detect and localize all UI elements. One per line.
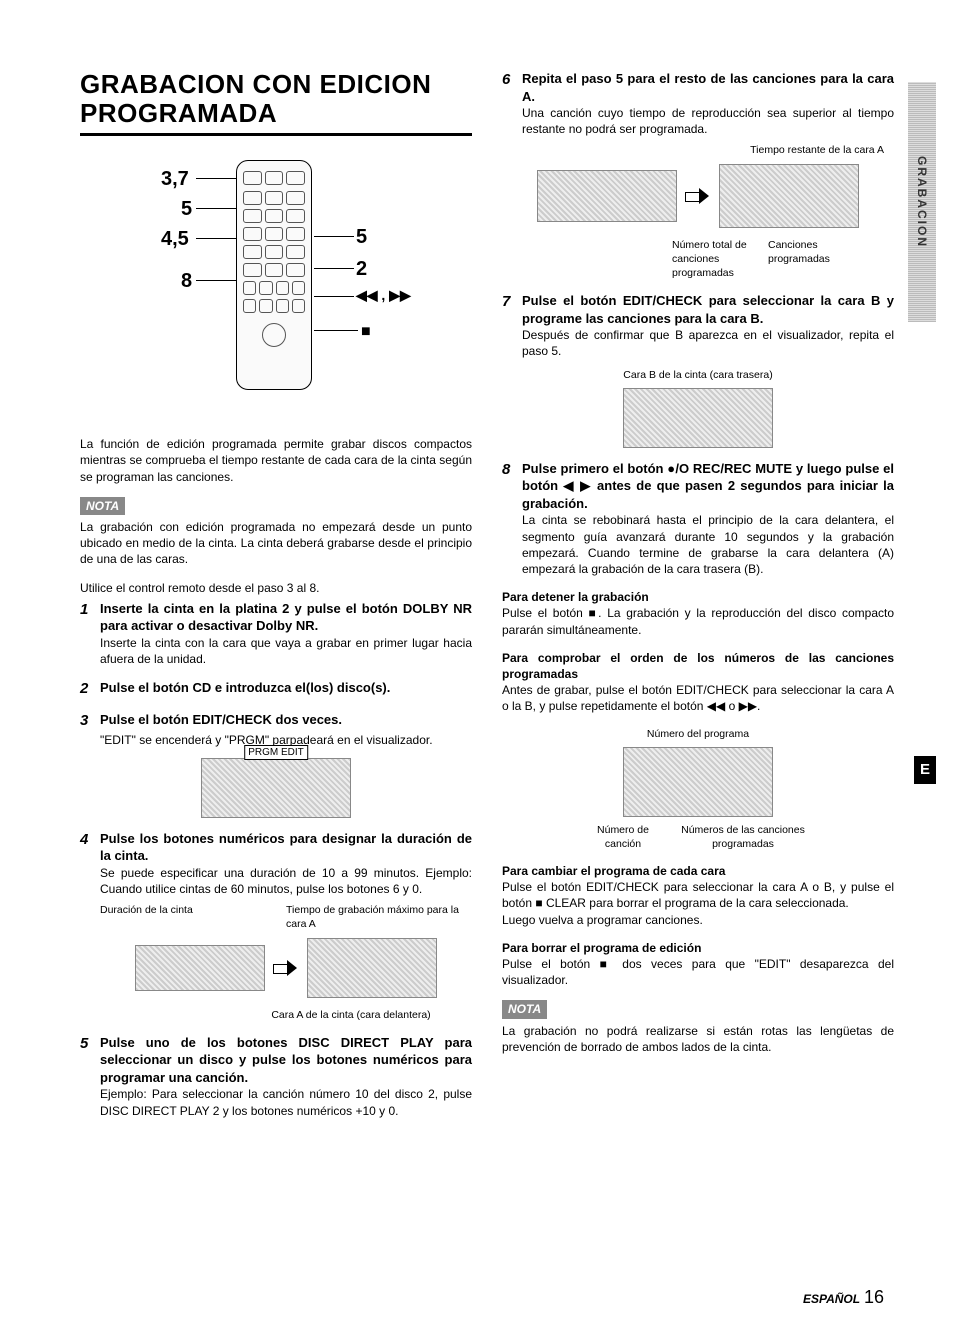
right-column: 6Repita el paso 5 para el resto de las c… (502, 70, 894, 1131)
display-step7 (623, 388, 773, 448)
footer-page-number: 16 (864, 1287, 884, 1307)
check-caption-left: Número de canción (588, 823, 658, 851)
step6-caption-right: Canciones programadas (768, 238, 858, 281)
step7-body: Después de confirmar que B aparezca en e… (522, 327, 894, 359)
step2-title: Pulse el botón CD e introduzca el(los) d… (100, 679, 390, 697)
step-4: 4Pulse los botones numéricos para design… (80, 830, 472, 1022)
step4-caption-bottom: Cara A de la cinta (cara delantera) (230, 1008, 472, 1022)
change-body-1: Pulse el botón EDIT/CHECK para seleccion… (502, 879, 894, 911)
side-tab-grabacion: GRABACION (908, 82, 936, 322)
display-step6-left (537, 170, 677, 222)
callout-8: 8 (181, 268, 192, 295)
arrow-icon (273, 958, 299, 978)
step5-title: Pulse uno de los botones DISC DIRECT PLA… (100, 1034, 472, 1087)
step-1: 1Inserte la cinta en la platina 2 y puls… (80, 600, 472, 667)
step1-title: Inserte la cinta en la platina 2 y pulse… (100, 600, 472, 635)
step8-body: La cinta se rebobinará hasta el principi… (522, 512, 894, 577)
step4-title: Pulse los botones numéricos para designa… (100, 830, 472, 865)
check-body: Antes de grabar, pulse el botón EDIT/CHE… (502, 682, 894, 714)
note2-text: La grabación no podrá realizarse si está… (502, 1023, 894, 1055)
callout-3-7: 3,7 (161, 166, 189, 193)
check-caption-right: Números de las canciones programadas (678, 823, 808, 851)
callout-5a: 5 (181, 196, 192, 223)
left-column: GRABACION CON EDICION PROGRAMADA 3,7 5 4… (80, 70, 472, 1131)
step7-title: Pulse el botón EDIT/CHECK para seleccion… (522, 292, 894, 327)
step4-body: Se puede especificar una duración de 10 … (100, 865, 472, 897)
step6-caption-top: Tiempo restante de la cara A (502, 143, 884, 157)
intro-text: La función de edición programada permite… (80, 436, 472, 485)
step-5: 5Pulse uno de los botones DISC DIRECT PL… (80, 1034, 472, 1119)
step6-caption-left: Número total de canciones programadas (672, 238, 762, 281)
callout-2: 2 (356, 256, 367, 283)
display-step3-label: PRGM EDIT (244, 745, 308, 761)
page-footer: ESPAÑOL 16 (803, 1285, 884, 1309)
step5-body: Ejemplo: Para seleccionar la canción núm… (100, 1086, 472, 1118)
display-step4-left (135, 945, 265, 991)
remote-diagram: 3,7 5 4,5 8 5 2 ◀◀ , ▶▶ ■ (126, 156, 426, 416)
nota-badge-1: NOTA (80, 497, 125, 515)
note1-text: La grabación con edición programada no e… (80, 519, 472, 568)
step1-body: Inserte la cinta con la cara que vaya a … (100, 635, 472, 667)
pre-steps: Utilice el control remoto desde el paso … (80, 580, 472, 596)
stop-body: Pulse el botón ■. La grabación y la repr… (502, 605, 894, 637)
step3-title: Pulse el botón EDIT/CHECK dos veces. (100, 711, 342, 729)
step-2: 2Pulse el botón CD e introduzca el(los) … (80, 679, 472, 699)
display-step4-right (307, 938, 437, 998)
check-caption-top: Número del programa (502, 727, 894, 741)
stop-heading: Para detener la grabación (502, 589, 894, 605)
callout-stop: ■ (361, 321, 371, 343)
step7-caption: Cara B de la cinta (cara trasera) (502, 368, 894, 382)
arrow-icon (685, 186, 711, 206)
display-step3: PRGM EDIT (201, 758, 351, 818)
display-step6-right (719, 164, 859, 228)
callout-4-5: 4,5 (161, 226, 189, 253)
change-body-2: Luego vuelva a programar canciones. (502, 912, 894, 928)
change-heading: Para cambiar el programa de cada cara (502, 863, 894, 879)
step-7: 7Pulse el botón EDIT/CHECK para seleccio… (502, 292, 894, 448)
nota-badge-2: NOTA (502, 1000, 547, 1018)
callout-5b: 5 (356, 224, 367, 251)
step4-caption-left: Duración de la cinta (100, 903, 286, 931)
check-heading: Para comprobar el orden de los números d… (502, 650, 894, 682)
side-tab-e: E (914, 756, 936, 784)
callout-rew-ff: ◀◀ , ▶▶ (356, 286, 411, 305)
step8-title: Pulse primero el botón ●/O REC/REC MUTE … (522, 460, 894, 513)
step6-body: Una canción cuyo tiempo de reproducción … (522, 105, 894, 137)
delete-body: Pulse el botón ■ dos veces para que "EDI… (502, 956, 894, 988)
page-title: GRABACION CON EDICION PROGRAMADA (80, 70, 472, 136)
step-6: 6Repita el paso 5 para el resto de las c… (502, 70, 894, 280)
step-3: 3Pulse el botón EDIT/CHECK dos veces. "E… (80, 711, 472, 817)
delete-heading: Para borrar el programa de edición (502, 940, 894, 956)
step4-caption-right: Tiempo de grabación máximo para la cara … (286, 903, 472, 931)
footer-language: ESPAÑOL (803, 1292, 860, 1306)
step-8: 8Pulse primero el botón ●/O REC/REC MUTE… (502, 460, 894, 577)
step6-title: Repita el paso 5 para el resto de las ca… (522, 70, 894, 105)
display-check (623, 747, 773, 817)
